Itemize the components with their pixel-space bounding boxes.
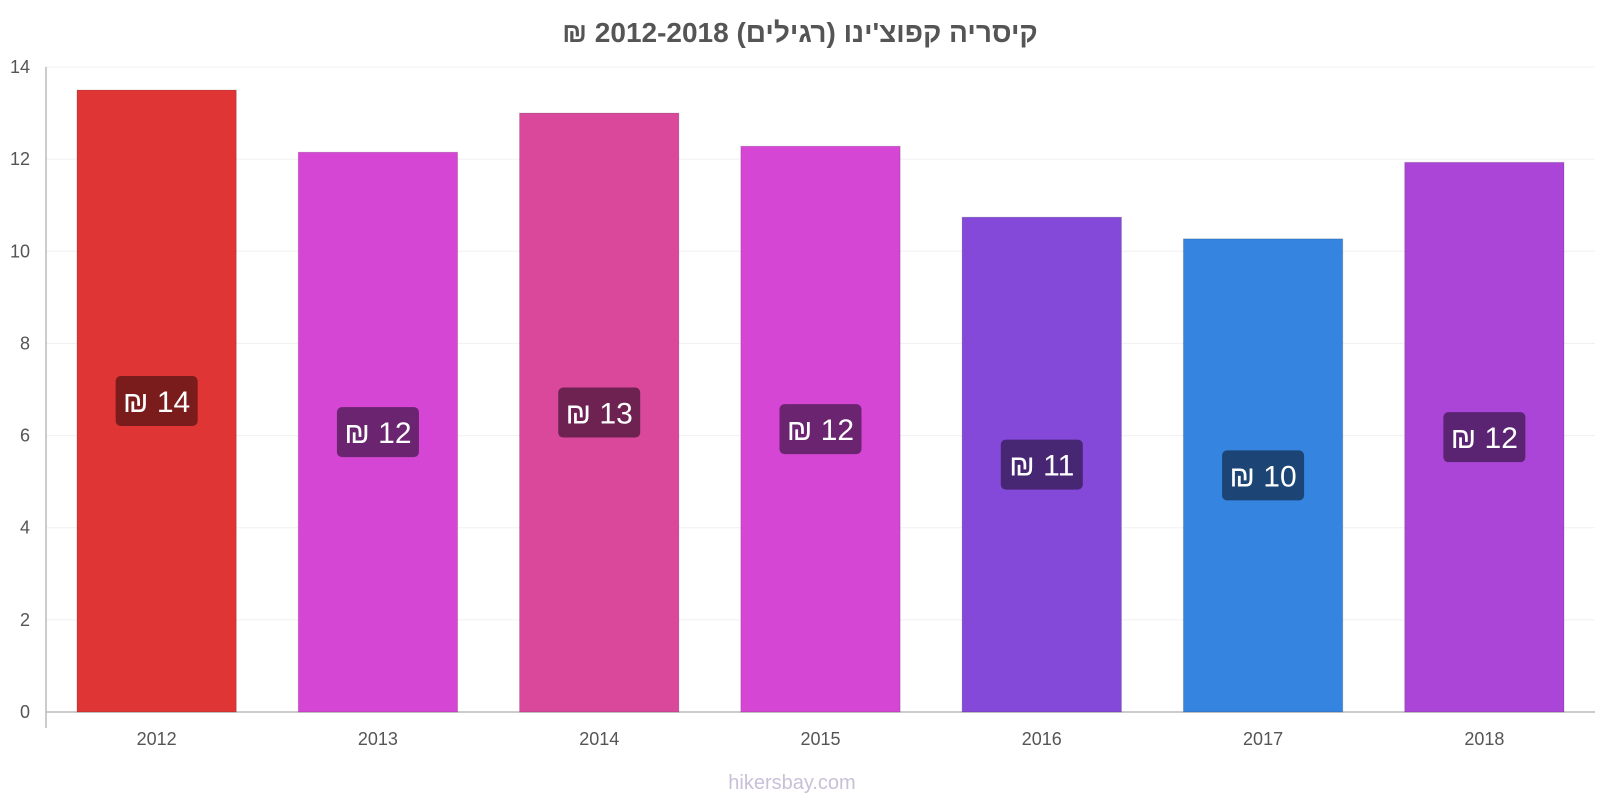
x-tick-label: 2015 bbox=[800, 729, 840, 749]
data-label: ₪ 12 bbox=[344, 417, 411, 450]
y-tick-label: 12 bbox=[10, 149, 30, 169]
data-label-box bbox=[558, 387, 641, 438]
data-label-box bbox=[1443, 412, 1526, 463]
y-tick-label: 8 bbox=[20, 333, 30, 353]
x-tick-labels: 2012 2013 2014 2015 2016 2017 2018 bbox=[137, 729, 1505, 749]
watermark: hikersbay.com bbox=[728, 772, 855, 794]
x-tick-label: 2016 bbox=[1022, 729, 1062, 749]
data-label: ₪ 12 bbox=[1451, 422, 1518, 455]
data-label: ₪ 13 bbox=[566, 398, 633, 431]
x-tick-label: 2018 bbox=[1464, 729, 1504, 749]
data-label-box bbox=[115, 376, 198, 427]
data-label-box bbox=[1000, 439, 1083, 490]
y-tick-label: 6 bbox=[20, 426, 30, 446]
data-label-box bbox=[779, 404, 862, 455]
y-tick-label: 10 bbox=[10, 241, 30, 261]
bars bbox=[76, 89, 1565, 713]
y-tick-label: 14 bbox=[10, 57, 30, 77]
data-label: ₪ 12 bbox=[787, 414, 854, 447]
chart-title: קיסריה קפוצ'ינו (רגילים) 2012-2018 ₪ bbox=[562, 17, 1037, 48]
x-tick-label: 2013 bbox=[358, 729, 398, 749]
data-label-box bbox=[336, 407, 419, 458]
x-tick-label: 2017 bbox=[1243, 729, 1283, 749]
data-label-box bbox=[1222, 450, 1305, 501]
y-tick-label: 2 bbox=[20, 610, 30, 630]
data-label: ₪ 11 bbox=[1009, 450, 1074, 483]
y-tick-label: 4 bbox=[20, 518, 30, 538]
y-tick-label: 0 bbox=[20, 702, 30, 722]
data-label: ₪ 10 bbox=[1229, 460, 1296, 493]
x-tick-label: 2014 bbox=[579, 729, 619, 749]
data-labels: ₪ 14 ₪ 12 ₪ 13 ₪ 12 ₪ 11 ₪ 10 ₪ 12 bbox=[115, 376, 1526, 501]
data-label: ₪ 14 bbox=[123, 386, 190, 419]
x-tick-label: 2012 bbox=[137, 729, 177, 749]
